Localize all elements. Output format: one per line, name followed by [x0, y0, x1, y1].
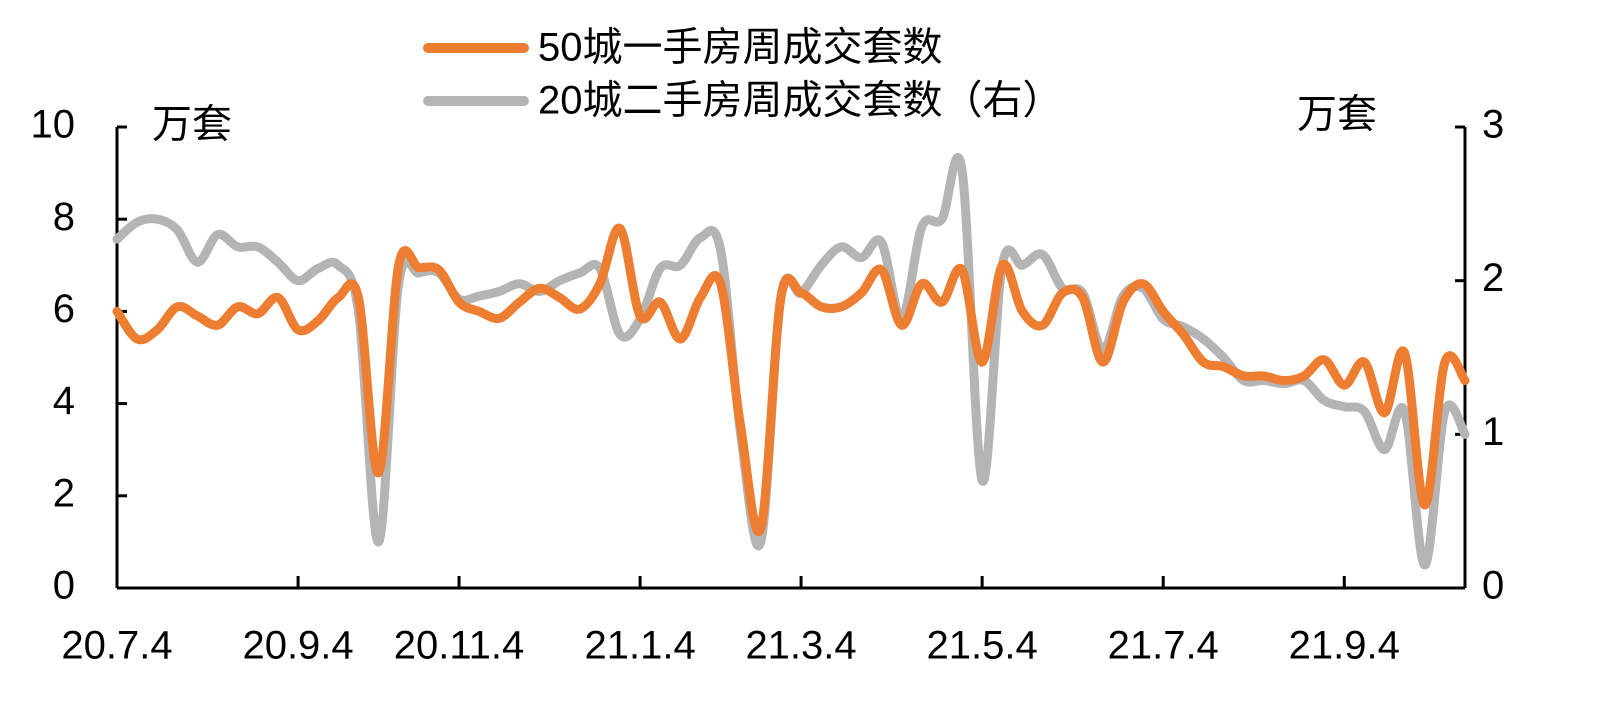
x-tick-label: 21.5.4 [927, 624, 1038, 668]
x-tick-label: 20.7.4 [61, 624, 172, 668]
legend-label: 20城二手房周成交套数（右） [538, 79, 1063, 123]
x-tick-label: 21.3.4 [745, 624, 856, 668]
y2-tick-label: 3 [1482, 103, 1504, 147]
y-tick-label: 2 [53, 471, 75, 515]
y-tick-label: 0 [53, 564, 75, 608]
series-line [112, 153, 1470, 570]
y2-tick-label: 0 [1482, 564, 1504, 608]
y-tick-label: 10 [31, 103, 76, 147]
x-tick-label: 21.1.4 [584, 624, 695, 668]
x-tick-label: 21.9.4 [1289, 624, 1400, 668]
y-tick-label: 6 [53, 287, 75, 331]
y2-tick-label: 2 [1482, 256, 1504, 300]
x-tick-label: 21.7.4 [1108, 624, 1219, 668]
legend-label: 50城一手房周成交套数 [538, 26, 943, 70]
y-tick-label: 8 [53, 195, 75, 239]
y-tick-label: 4 [53, 379, 75, 423]
x-tick-label: 20.11.4 [394, 624, 525, 668]
y2-tick-label: 1 [1482, 410, 1504, 454]
x-tick-label: 20.9.4 [242, 624, 353, 668]
y-axis-unit: 万套 [152, 103, 232, 147]
series-line [112, 223, 1470, 536]
y2-axis-unit: 万套 [1297, 93, 1377, 137]
